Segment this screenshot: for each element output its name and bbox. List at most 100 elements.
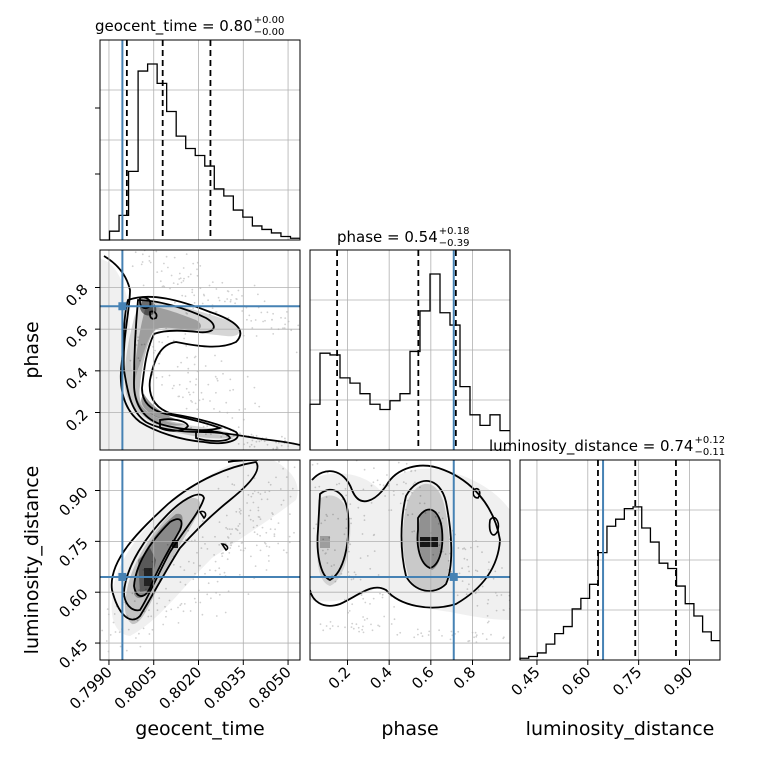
sample-point — [173, 384, 175, 387]
sample-point — [186, 356, 189, 359]
sample-point — [257, 293, 259, 296]
sample-point — [213, 408, 215, 410]
sample-point — [194, 355, 197, 358]
y-tick-label: 0.6 — [62, 322, 92, 352]
sample-point — [204, 365, 207, 367]
x-axis-label: phase — [381, 718, 438, 740]
sample-point — [417, 633, 419, 636]
sample-point — [487, 599, 490, 601]
sample-point — [142, 627, 145, 630]
sample-point — [159, 280, 162, 283]
sample-point — [251, 439, 254, 442]
sample-point — [263, 440, 266, 443]
y-tick-label: 0.60 — [55, 585, 91, 621]
y-axis-label: phase — [21, 321, 43, 378]
sample-point — [129, 359, 132, 362]
sample-point — [526, 615, 528, 617]
sample-point — [235, 298, 238, 300]
sample-point — [126, 615, 129, 617]
sample-point — [187, 275, 190, 278]
sample-point — [201, 520, 204, 523]
sample-point — [326, 562, 329, 564]
sample-point — [187, 371, 190, 374]
sample-point — [523, 600, 525, 602]
sample-point — [252, 526, 255, 529]
sample-point — [288, 541, 291, 544]
sample-point — [328, 536, 331, 539]
sample-point — [396, 633, 399, 636]
x-tick-label: 0.8020 — [155, 663, 205, 713]
sample-point — [383, 615, 386, 618]
sample-point — [196, 274, 199, 277]
sample-point — [362, 488, 365, 491]
sample-point — [407, 514, 409, 517]
sample-point — [329, 627, 332, 630]
panel-title: phase = 0.54 — [337, 228, 438, 246]
sample-point — [125, 649, 128, 652]
title-minus-error: −0.11 — [694, 447, 725, 458]
sample-point — [312, 527, 315, 530]
x-tick-label: 0.90 — [660, 663, 696, 699]
sample-point — [229, 389, 231, 392]
sample-point — [149, 261, 152, 264]
sample-point — [183, 603, 186, 605]
sample-point — [294, 506, 296, 508]
sample-point — [201, 302, 204, 305]
sample-point — [139, 359, 141, 362]
sample-point — [225, 401, 228, 404]
sample-point — [185, 387, 188, 390]
sample-point — [337, 517, 339, 520]
sample-point — [305, 511, 307, 513]
sample-point — [325, 513, 328, 516]
sample-point — [170, 608, 173, 611]
sample-point — [241, 541, 244, 544]
sample-point — [424, 512, 427, 514]
sample-point — [210, 597, 212, 600]
sample-point — [137, 357, 140, 359]
sample-point — [183, 277, 185, 280]
sample-point — [254, 319, 257, 321]
sample-point — [238, 508, 241, 510]
sample-point — [265, 545, 268, 548]
sample-point — [148, 260, 151, 262]
sample-point — [468, 640, 471, 642]
sample-point — [461, 567, 463, 570]
panel-geocent_time-hist — [95, 39, 301, 241]
sample-point — [193, 356, 196, 359]
sample-point — [134, 251, 137, 254]
sample-point — [467, 640, 470, 642]
sample-point — [257, 509, 260, 512]
sample-point — [222, 372, 224, 375]
sample-point — [348, 550, 350, 553]
sample-point — [217, 296, 220, 299]
sample-point — [228, 552, 231, 554]
sample-point — [218, 299, 221, 302]
sample-point — [280, 316, 282, 319]
sample-point — [266, 498, 269, 501]
sample-point — [358, 630, 360, 633]
sample-point — [187, 367, 190, 370]
sample-point — [382, 484, 385, 487]
sample-point — [218, 521, 221, 523]
sample-point — [298, 501, 300, 503]
sample-point — [216, 377, 218, 380]
sample-point — [253, 445, 256, 448]
sample-point — [234, 302, 237, 305]
sample-point — [277, 522, 280, 524]
sample-point — [450, 570, 453, 573]
sample-point — [373, 550, 376, 552]
sample-point — [246, 502, 249, 504]
sample-point — [138, 632, 140, 635]
sample-point — [410, 470, 412, 473]
sample-point — [215, 311, 218, 313]
sample-point — [145, 588, 147, 591]
y-axis-label: luminosity_distance — [21, 466, 43, 655]
sample-point — [230, 437, 233, 440]
sample-point — [250, 495, 253, 498]
sample-point — [283, 327, 286, 329]
sample-point — [176, 365, 179, 368]
axes-frame — [99, 39, 301, 241]
sample-point — [344, 626, 346, 629]
sample-point — [258, 516, 261, 518]
sample-point — [271, 318, 273, 321]
